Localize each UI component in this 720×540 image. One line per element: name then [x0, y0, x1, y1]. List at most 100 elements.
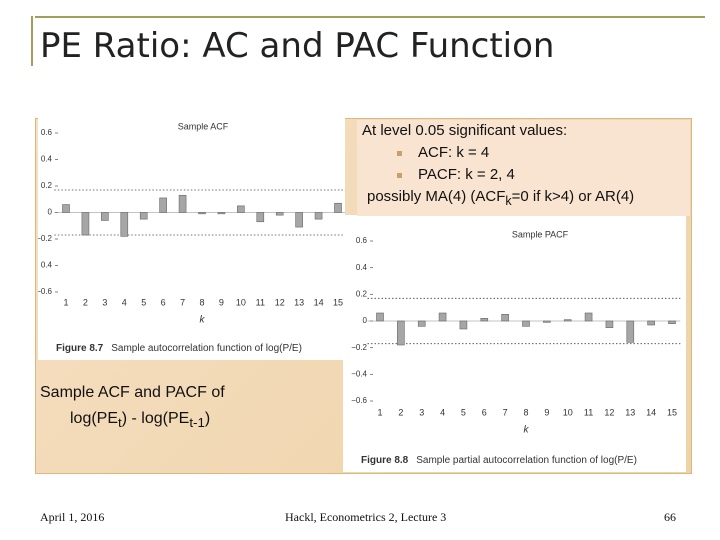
x-tick-label: 11: [256, 297, 265, 307]
subscript: t: [118, 415, 122, 431]
y-tick-label: 0.4: [41, 155, 53, 164]
bar: [480, 318, 489, 322]
chart-title: Sample PACF: [512, 229, 569, 239]
footer-page: 66: [664, 510, 676, 524]
x-tick-label: 4: [440, 407, 445, 417]
text: log(PE: [70, 410, 119, 427]
bar: [584, 312, 593, 322]
x-tick-label: 6: [482, 407, 487, 417]
x-tick-label: 7: [180, 297, 185, 307]
footer-center: Hackl, Econometrics 2, Lecture 3: [285, 510, 447, 524]
bar: [275, 212, 284, 216]
y-tick-label: −0.2: [38, 234, 53, 243]
x-tick-label: 8: [199, 297, 204, 307]
figure-caption-text: Sample partial autocorrelation function …: [416, 455, 637, 466]
note-bullet: PACF: k = 2, 4: [357, 164, 690, 186]
x-tick-label: 8: [523, 407, 528, 417]
bar: [139, 212, 148, 220]
bar: [543, 320, 551, 323]
y-tick-label: 0: [48, 208, 53, 217]
note-box: At level 0.05 significant values: ACF: k…: [357, 120, 690, 216]
x-tick-label: 10: [563, 407, 573, 417]
y-tick-label: 0: [363, 316, 368, 325]
y-tick-label: 0.6: [356, 236, 368, 245]
bullet-text: PACF: k = 2, 4: [418, 166, 515, 183]
text: ): [204, 410, 211, 427]
bar: [178, 194, 187, 213]
bar: [626, 320, 635, 343]
bar: [522, 320, 530, 327]
bar: [237, 205, 245, 213]
figure-caption: Figure 8.8 Sample partial autocorrelation…: [361, 455, 637, 466]
figure-caption: Figure 8.7 Sample autocorrelation functio…: [56, 343, 302, 354]
x-axis-label: k: [524, 425, 530, 436]
y-tick-label: 0.2: [356, 289, 368, 298]
x-tick-label: 13: [625, 407, 635, 417]
slide-title: PE Ratio: AC and PAC Function: [40, 26, 555, 66]
figure-caption-text: Sample autocorrelation function of log(P…: [111, 343, 302, 354]
x-tick-label: 12: [604, 407, 614, 417]
y-tick-label: 0.2: [41, 181, 53, 190]
caption-line: Sample ACF and PACF of: [40, 384, 225, 401]
figure-number: Figure 8.7: [56, 343, 104, 354]
bullet-text: ACF: k = 4: [418, 144, 490, 161]
note-bullet: ACF: k = 4: [357, 142, 690, 164]
x-tick-label: 9: [544, 407, 549, 417]
x-tick-label: 15: [333, 297, 343, 307]
bar: [334, 202, 342, 213]
y-tick-label: 0.4: [356, 263, 368, 272]
y-tick-label: −0.6: [351, 396, 367, 405]
bar: [605, 320, 614, 328]
rule: [35, 16, 705, 18]
y-tick-label: 0.6: [41, 128, 53, 137]
x-tick-label: 10: [236, 297, 246, 307]
bar: [397, 320, 405, 346]
chart-title: Sample ACF: [178, 121, 229, 131]
bar: [668, 320, 676, 324]
x-tick-label: 9: [219, 297, 224, 307]
x-axis-label: k: [200, 315, 206, 326]
bar: [159, 197, 167, 213]
x-tick-label: 1: [63, 297, 68, 307]
x-tick-label: 3: [102, 297, 107, 307]
bar: [647, 320, 655, 326]
x-tick-label: 6: [161, 297, 166, 307]
x-tick-label: 15: [667, 407, 677, 417]
text: =0 if k>4) or AR(4): [511, 188, 635, 205]
note-conclusion: possibly MA(4) (ACFk=0 if k>4) or AR(4): [357, 186, 690, 212]
bar: [198, 212, 206, 215]
bar: [563, 319, 572, 322]
x-tick-label: 14: [314, 297, 324, 307]
text: ) - log(PE: [121, 410, 190, 427]
x-tick-label: 5: [461, 407, 466, 417]
text: possibly MA(4) (ACF: [367, 188, 506, 205]
bar: [501, 314, 509, 322]
x-tick-label: 13: [294, 297, 304, 307]
note-heading: At level 0.05 significant values:: [362, 122, 568, 139]
bar: [438, 312, 447, 322]
bar: [256, 212, 265, 223]
bar: [81, 212, 90, 236]
x-tick-label: 3: [419, 407, 424, 417]
subscript: t-1: [189, 415, 205, 431]
bar: [295, 212, 303, 228]
caption: Sample ACF and PACF of log(PEt) - log(PE…: [40, 380, 225, 436]
bar: [120, 212, 129, 237]
caption-line: log(PEt) - log(PEt-1): [40, 406, 225, 436]
x-tick-label: 14: [646, 407, 656, 417]
figure-number: Figure 8.8: [361, 455, 409, 466]
subscript: k: [505, 194, 512, 208]
bar: [459, 320, 468, 330]
y-tick-label: 0.4: [41, 261, 53, 270]
x-tick-label: 4: [122, 297, 127, 307]
bar: [314, 212, 323, 220]
y-tick-label: −0.4: [351, 369, 367, 378]
y-tick-label: −0.6: [38, 287, 53, 296]
bar: [217, 212, 226, 215]
x-tick-label: 2: [83, 297, 88, 307]
bar: [376, 312, 384, 322]
x-tick-label: 7: [503, 407, 508, 417]
y-tick-label: −0.2: [351, 343, 367, 352]
